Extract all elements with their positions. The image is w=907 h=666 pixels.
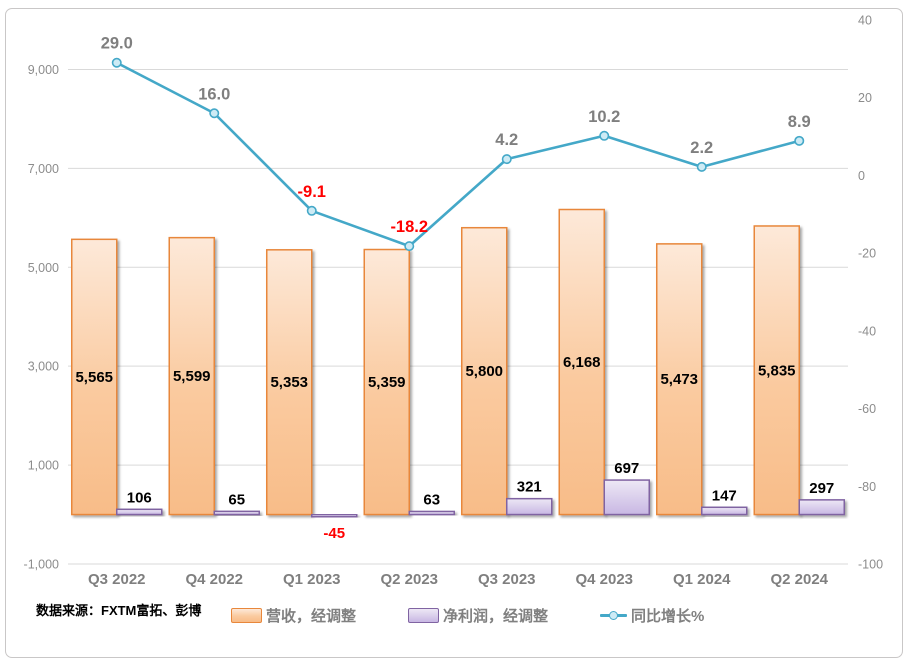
profit-bar-label: 65 <box>228 491 245 508</box>
category-label: Q2 2023 <box>380 571 438 588</box>
left-axis-tick-label: 3,000 <box>28 360 59 374</box>
growth-point-label: 4.2 <box>495 131 518 149</box>
revenue-bar <box>461 226 508 516</box>
right-axis-tick-label: -60 <box>858 402 876 416</box>
growth-point <box>599 130 610 141</box>
revenue-bar <box>168 236 215 516</box>
right-axis-tick-label: -20 <box>858 247 876 261</box>
legend-item-profit: 净利润，经调整 <box>408 605 548 626</box>
profit-bar <box>798 499 845 516</box>
profit-bar <box>408 510 455 516</box>
category-label: Q1 2023 <box>283 571 341 588</box>
growth-point-label: 2.2 <box>690 139 713 157</box>
profit-bar <box>701 506 748 516</box>
revenue-bar-label: 5,473 <box>660 371 698 388</box>
legend-label-revenue: 营收，经调整 <box>266 608 357 625</box>
source-note: 数据来源：FXTM富拓、彭博 <box>36 603 202 618</box>
growth-point <box>111 57 122 68</box>
revenue-bar-label: 5,599 <box>173 368 211 385</box>
growth-line-swatch-icon <box>600 609 628 622</box>
growth-point <box>306 205 317 216</box>
profit-bar-label: 297 <box>809 480 834 497</box>
profit-bar <box>311 513 358 518</box>
category-label: Q4 2023 <box>575 571 633 588</box>
revenue-bar-label: 5,835 <box>758 362 796 379</box>
profit-bar <box>506 497 553 516</box>
growth-point-label: 29.0 <box>101 35 133 53</box>
legend-item-revenue: 营收，经调整 <box>231 605 356 626</box>
revenue-bar <box>363 248 410 516</box>
profit-bar-label: -45 <box>323 525 345 542</box>
category-label: Q2 2024 <box>770 571 828 588</box>
growth-point-label: -18.2 <box>390 218 428 236</box>
revenue-bar <box>71 238 118 516</box>
left-axis-tick-label: -1,000 <box>24 558 59 572</box>
growth-point <box>209 108 220 119</box>
profit-bar-label: 321 <box>517 479 542 496</box>
category-label: Q3 2023 <box>478 571 536 588</box>
category-label: Q1 2024 <box>673 571 731 588</box>
growth-point <box>794 135 805 146</box>
revenue-bar <box>558 208 605 516</box>
category-label: Q3 2022 <box>88 571 146 588</box>
legend: 营收，经调整 净利润，经调整 同比增长% <box>231 605 704 626</box>
revenue-bar-label: 5,353 <box>270 374 308 391</box>
revenue-swatch-icon <box>231 608 262 623</box>
profit-bar-label: 63 <box>423 491 440 508</box>
right-axis-tick-label: 40 <box>858 14 872 28</box>
growth-point-label: 8.9 <box>788 113 811 131</box>
growth-point-label: 16.0 <box>198 85 230 103</box>
growth-point <box>404 241 415 252</box>
growth-point-label: -9.1 <box>298 183 326 201</box>
right-axis-tick-label: -100 <box>858 558 883 572</box>
left-axis-tick-label: 5,000 <box>28 261 59 275</box>
right-axis-tick-label: -80 <box>858 480 876 494</box>
growth-point <box>501 154 512 165</box>
left-axis-tick-label: 7,000 <box>28 162 59 176</box>
profit-bar-label: 147 <box>712 487 737 504</box>
left-axis-tick-label: 9,000 <box>28 63 59 77</box>
growth-point-label: 10.2 <box>588 108 620 126</box>
revenue-bar-label: 5,359 <box>368 374 406 391</box>
right-axis-tick-label: -40 <box>858 324 876 338</box>
revenue-bar <box>266 249 313 516</box>
profit-bar-label: 697 <box>614 460 639 477</box>
revenue-bar-label: 5,800 <box>465 363 503 380</box>
profit-swatch-icon <box>408 608 440 623</box>
category-label: Q4 2022 <box>185 571 243 588</box>
left-axis-tick-label: 1,000 <box>28 459 59 473</box>
legend-label-growth: 同比增长% <box>631 608 705 625</box>
revenue-bar-label: 5,565 <box>75 369 113 386</box>
profit-bar <box>213 510 260 516</box>
right-axis-tick-label: 0 <box>858 169 865 183</box>
growth-point <box>696 161 707 172</box>
profit-bar <box>603 479 650 516</box>
right-axis-tick-label: 20 <box>858 91 872 105</box>
profit-bar-label: 106 <box>127 489 152 506</box>
growth-line <box>116 61 800 248</box>
revenue-bar <box>656 243 703 516</box>
revenue-bar-label: 6,168 <box>563 354 601 371</box>
legend-item-growth: 同比增长% <box>600 605 704 626</box>
legend-label-profit: 净利润，经调整 <box>443 608 549 625</box>
profit-bar <box>116 508 163 516</box>
revenue-bar <box>753 225 800 516</box>
